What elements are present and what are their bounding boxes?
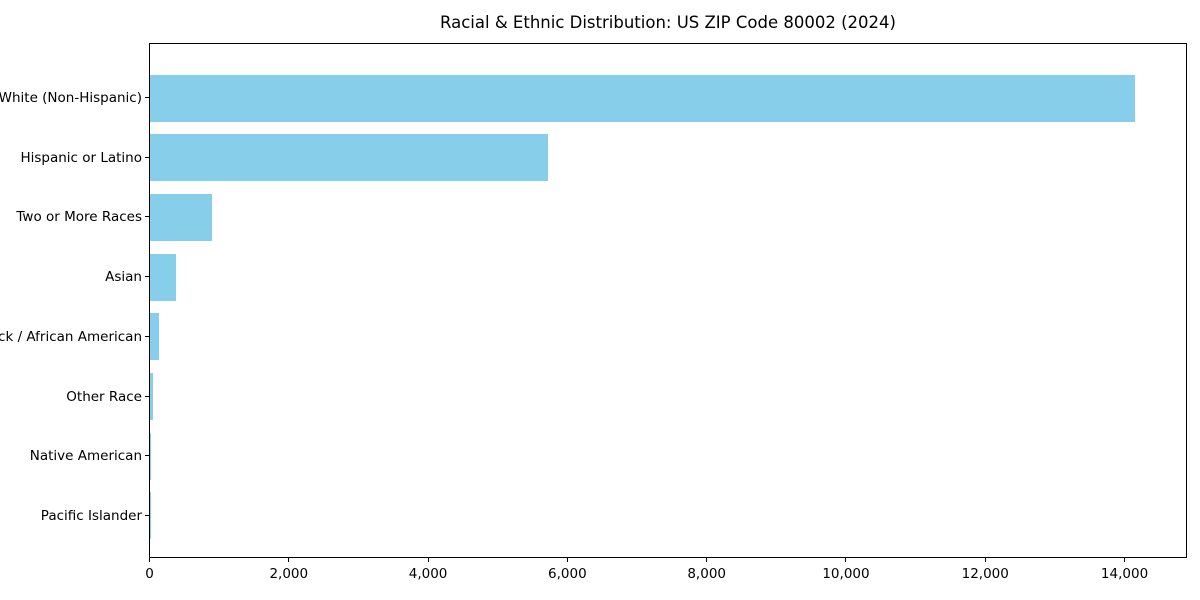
x-tick-label: 12,000 (961, 566, 1009, 582)
plot-area (149, 43, 1187, 558)
x-tick-mark (706, 558, 708, 562)
x-tick-label: 6,000 (548, 566, 587, 582)
y-tick-label: Pacific Islander (40, 507, 142, 524)
y-tick-label: Hispanic or Latino (20, 149, 142, 166)
x-tick-mark (427, 558, 429, 562)
y-tick-label: Asian (105, 269, 142, 286)
y-tick-mark (145, 156, 149, 158)
x-tick-mark (149, 558, 150, 562)
x-tick-mark (566, 558, 568, 562)
bar-hispanic-or-latino (150, 134, 549, 182)
bar-native-american (150, 432, 151, 480)
y-tick-mark (145, 455, 149, 457)
x-tick-label: 8,000 (687, 566, 726, 582)
x-tick-mark (984, 558, 986, 562)
chart-title: Racial & Ethnic Distribution: US ZIP Cod… (440, 13, 896, 32)
x-tick-label: 14,000 (1100, 566, 1149, 582)
y-tick-mark (145, 216, 149, 218)
y-tick-label: White (Non-Hispanic) (0, 90, 142, 106)
bar-black-african-american (150, 313, 160, 361)
y-tick-mark (145, 97, 149, 98)
y-tick-label: Two or More Races (16, 209, 142, 226)
x-tick-mark (288, 558, 290, 562)
y-tick-mark (145, 514, 149, 516)
y-tick-label: Native American (29, 448, 142, 465)
x-tick-label: 10,000 (822, 566, 870, 582)
y-tick-mark (145, 335, 149, 337)
bar-two-or-more-races (150, 193, 212, 241)
x-tick-mark (1124, 558, 1126, 562)
x-tick-mark (845, 558, 847, 562)
x-tick-label: 4,000 (408, 566, 448, 582)
y-tick-label: Other Race (66, 388, 142, 405)
x-tick-label: 2,000 (269, 566, 309, 582)
bar-other-race (150, 373, 154, 420)
y-tick-mark (145, 276, 149, 278)
y-tick-label: Black / African American (0, 328, 142, 345)
bar-asian (150, 253, 177, 301)
bar-white-non-hispanic (150, 74, 1135, 122)
y-tick-mark (145, 395, 149, 397)
x-tick-label: 0 (145, 566, 154, 582)
